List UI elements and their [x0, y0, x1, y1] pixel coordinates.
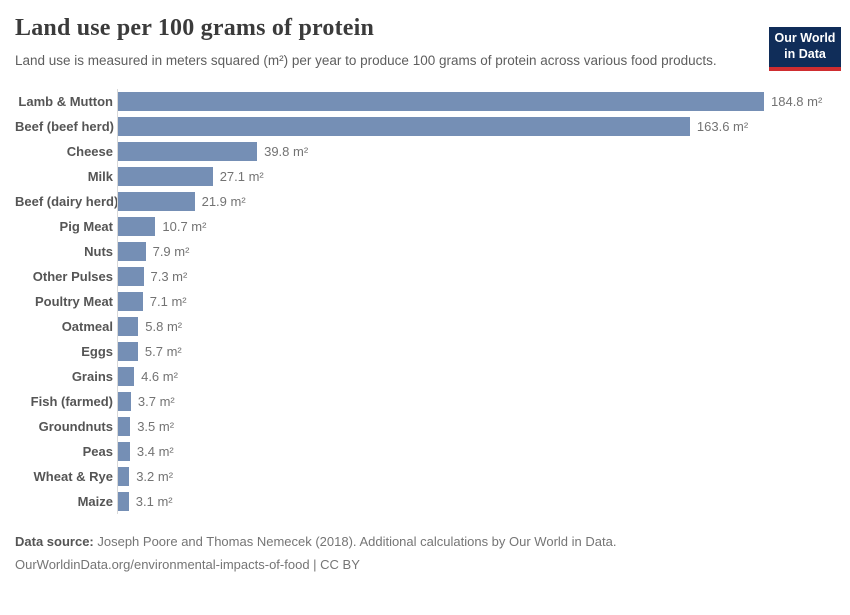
category-label: Maize	[77, 493, 113, 509]
bar-track: 10.7 m²	[117, 213, 835, 239]
category-label: Oatmeal	[61, 318, 113, 334]
value-label: 5.8 m²	[145, 318, 183, 334]
category-label: Nuts	[84, 243, 113, 259]
bar-track: 163.6 m²	[117, 113, 835, 139]
bar-track: 3.5 m²	[117, 413, 835, 439]
category-label: Pig Meat	[59, 218, 113, 234]
bar-row: Grains 4.6 m²	[15, 363, 835, 389]
bar-row: Oatmeal 5.8 m²	[15, 313, 835, 339]
bar-row: Peas 3.4 m²	[15, 438, 835, 464]
bar-row: Wheat & Rye 3.2 m²	[15, 463, 835, 489]
bar-row: Other Pulses 7.3 m²	[15, 263, 835, 289]
value-label: 4.6 m²	[141, 368, 178, 384]
bar[interactable]	[118, 291, 143, 311]
bar[interactable]	[118, 91, 764, 111]
value-label: 5.7 m²	[144, 343, 182, 359]
value-label: 7.1 m²	[149, 293, 187, 309]
bar-row: Maize 3.1 m²	[15, 488, 835, 514]
value-label: 163.6 m²	[696, 118, 749, 134]
value-label: 10.7 m²	[162, 218, 207, 234]
category-label: Fish (farmed)	[30, 393, 113, 409]
bar-track: 4.6 m²	[117, 363, 835, 389]
bar-row: Poultry Meat 7.1 m²	[15, 288, 835, 314]
bar[interactable]	[118, 166, 213, 186]
bar[interactable]	[118, 141, 258, 161]
bar-row: Pig Meat 10.7 m²	[15, 213, 835, 239]
bar[interactable]	[118, 366, 135, 386]
bar-track: 3.7 m²	[117, 388, 835, 414]
value-label: 3.2 m²	[136, 468, 174, 484]
category-label: Cheese	[66, 143, 113, 159]
bar[interactable]	[118, 416, 131, 436]
category-label: Milk	[87, 168, 113, 184]
bar-track: 3.2 m²	[117, 463, 835, 489]
bar-track: 3.4 m²	[117, 438, 835, 464]
value-label: 3.1 m²	[135, 493, 173, 509]
category-label: Groundnuts	[38, 418, 113, 434]
bar[interactable]	[118, 266, 144, 286]
chart-page: Land use per 100 grams of protein Land u…	[0, 15, 850, 576]
value-label: 184.8 m²	[771, 93, 823, 109]
bar[interactable]	[118, 241, 146, 261]
value-label: 39.8 m²	[264, 143, 309, 159]
chart-subtitle: Land use is measured in meters squared (…	[15, 53, 717, 68]
bar-track: 184.8 m²	[117, 88, 835, 114]
license-line[interactable]: OurWorldinData.org/environmental-impacts…	[15, 556, 360, 572]
bar-track: 7.9 m²	[117, 238, 835, 264]
bar-track: 5.8 m²	[117, 313, 835, 339]
source-label: Data source:	[15, 533, 94, 549]
bar[interactable]	[118, 441, 130, 461]
bar[interactable]	[118, 316, 139, 336]
category-label: Wheat & Rye	[33, 468, 113, 484]
bar-row: Nuts 7.9 m²	[15, 238, 835, 264]
bar[interactable]	[118, 491, 129, 511]
bar-row: Milk 27.1 m²	[15, 163, 835, 189]
bar-row: Cheese 39.8 m²	[15, 138, 835, 164]
bar[interactable]	[118, 391, 131, 411]
page-title: Land use per 100 grams of protein	[15, 15, 375, 41]
source-text: Joseph Poore and Thomas Nemecek (2018). …	[93, 533, 617, 549]
category-label: Eggs	[81, 343, 113, 359]
bar-track: 21.9 m²	[117, 188, 835, 214]
bar-row: Beef (dairy herd) 21.9 m²	[15, 188, 835, 214]
owid-logo[interactable]: Our World in Data	[769, 27, 841, 71]
bar[interactable]	[118, 466, 130, 486]
bar[interactable]	[118, 341, 138, 361]
bar[interactable]	[118, 116, 690, 136]
bar-track: 27.1 m²	[117, 163, 835, 189]
category-label: Poultry Meat	[34, 293, 113, 309]
bar-row: Lamb & Mutton 184.8 m²	[15, 88, 835, 114]
bar-row: Eggs 5.7 m²	[15, 338, 835, 364]
bar[interactable]	[118, 216, 156, 236]
category-label: Lamb & Mutton	[18, 93, 113, 109]
category-label: Beef (dairy herd)	[15, 193, 119, 209]
bar-row: Fish (farmed) 3.7 m²	[15, 388, 835, 414]
value-label: 7.3 m²	[150, 268, 188, 284]
value-label: 21.9 m²	[201, 193, 246, 209]
category-label: Grains	[71, 368, 113, 384]
owid-logo-line2: in Data	[784, 46, 826, 61]
bar-row: Beef (beef herd) 163.6 m²	[15, 113, 835, 139]
bar-track: 39.8 m²	[117, 138, 835, 164]
value-label: 27.1 m²	[219, 168, 264, 184]
bar-track: 3.1 m²	[117, 488, 835, 514]
bar-track: 7.3 m²	[117, 263, 835, 289]
bar-row: Groundnuts 3.5 m²	[15, 413, 835, 439]
bar-chart: Lamb & Mutton 184.8 m² Beef (beef herd) …	[15, 88, 835, 514]
owid-logo-line1: Our World	[774, 31, 836, 45]
value-label: 7.9 m²	[152, 243, 190, 259]
bar[interactable]	[118, 191, 195, 211]
category-label: Beef (beef herd)	[15, 118, 114, 134]
category-label: Peas	[82, 443, 113, 459]
value-label: 3.7 m²	[137, 393, 175, 409]
value-label: 3.4 m²	[136, 443, 174, 459]
value-label: 3.5 m²	[137, 418, 175, 434]
chart-footer: Data source: Joseph Poore and Thomas Nem…	[15, 530, 835, 576]
source-line: Data source: Joseph Poore and Thomas Nem…	[15, 530, 835, 553]
bar-track: 5.7 m²	[117, 338, 835, 364]
category-label: Other Pulses	[32, 268, 113, 284]
bar-track: 7.1 m²	[117, 288, 835, 314]
